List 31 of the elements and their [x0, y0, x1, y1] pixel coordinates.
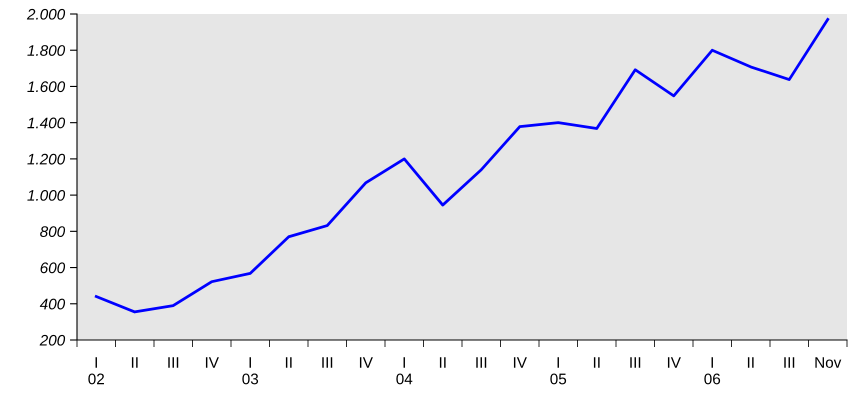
x-tick-label: II [748, 357, 754, 368]
x-tick-label: III [168, 357, 178, 368]
x-tick-label: I 02 [88, 357, 104, 384]
y-tick-label: 1.800 [27, 45, 66, 56]
x-tick-label: II [132, 357, 138, 368]
x-tick-label: III [784, 357, 794, 368]
y-tick-label: 400 [40, 298, 66, 310]
x-tick-label: Nov [815, 357, 842, 368]
x-tick-label: III [476, 357, 486, 368]
x-tick-label: I 05 [550, 357, 566, 384]
y-tick-label: 1.600 [27, 81, 66, 92]
x-tick-label: II [286, 357, 292, 368]
x-tick-label: III [322, 357, 332, 368]
y-tick-label: 1.200 [27, 154, 66, 165]
x-tick-label: IV [668, 357, 681, 368]
x-tick-label: IV [206, 357, 219, 368]
y-tick-label: 2.000 [26, 8, 66, 20]
y-tick-label: 1.000 [27, 190, 66, 201]
x-tick-label: IV [360, 357, 373, 368]
x-tick-label: II [594, 357, 600, 368]
x-tick-label: I 06 [704, 357, 720, 384]
x-tick-label: I 03 [242, 357, 258, 384]
y-tick-label: 600 [40, 262, 66, 274]
y-tick-label: 800 [40, 226, 66, 238]
y-tick-label: 1.400 [27, 118, 66, 128]
line-series [94, 18, 830, 314]
x-tick-label: II [440, 357, 446, 368]
x-tick-label: I 04 [396, 357, 412, 384]
x-tick-label: III [630, 357, 640, 368]
y-tick-label: 200 [40, 334, 66, 346]
x-tick-label: IV [514, 357, 527, 368]
